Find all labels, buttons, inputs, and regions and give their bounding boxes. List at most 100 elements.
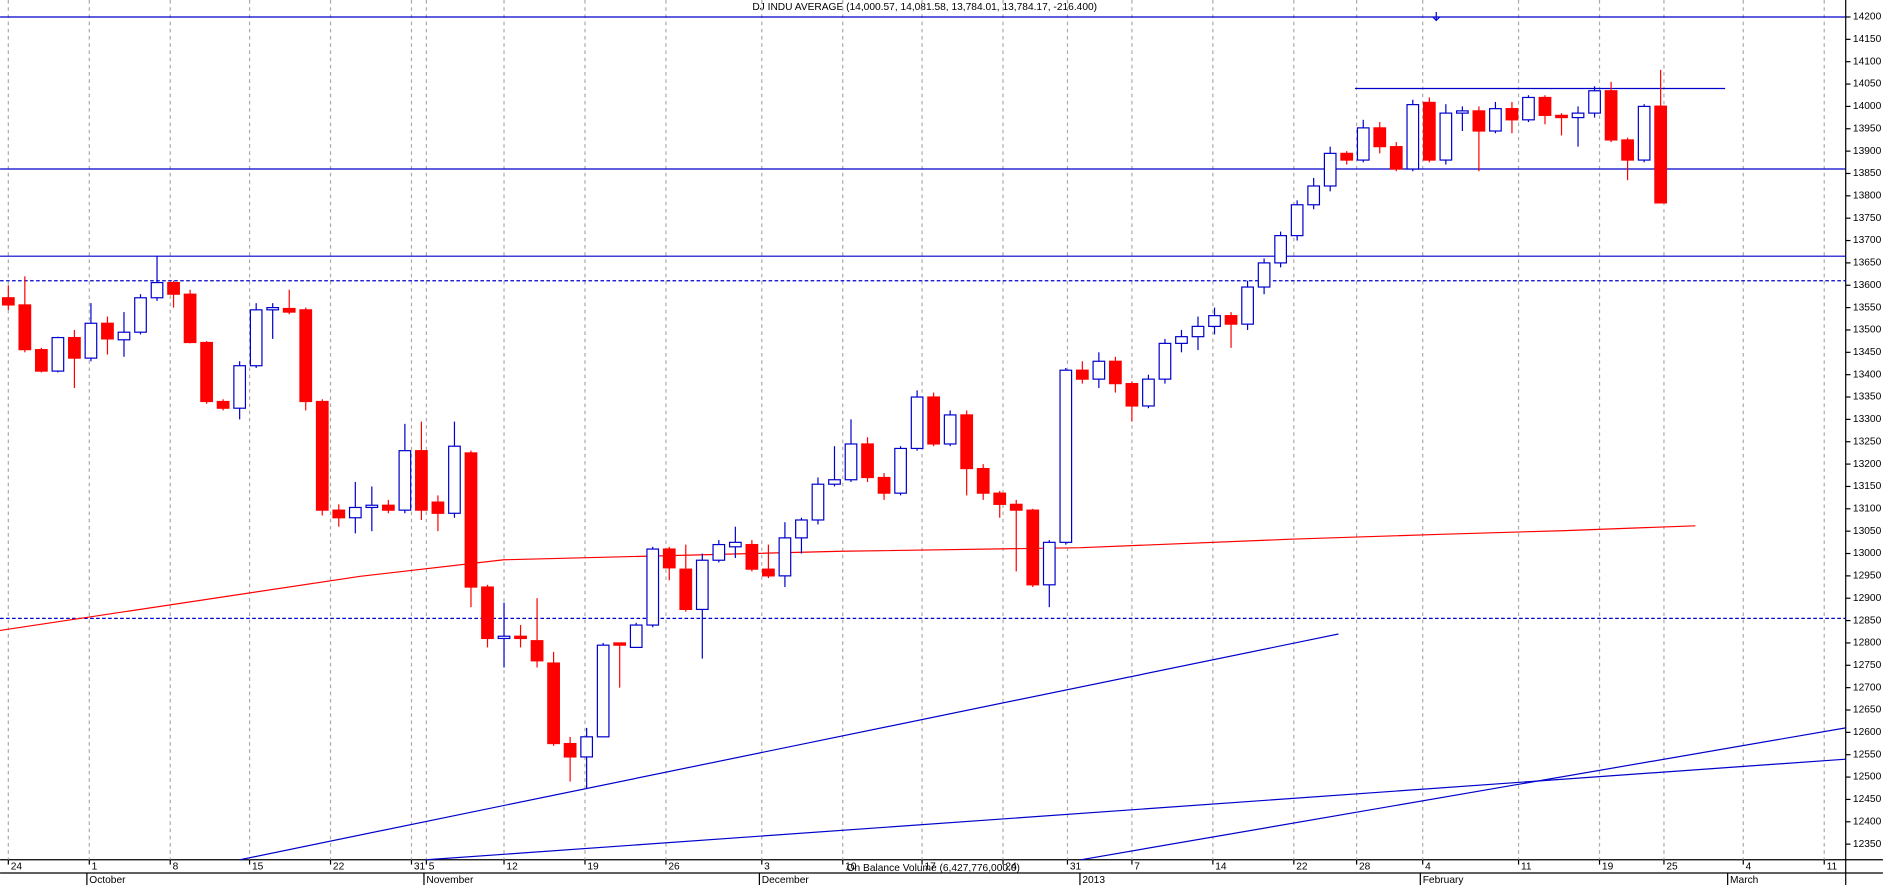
y-tick-label: 14050 xyxy=(1853,79,1882,90)
candle-body xyxy=(101,322,114,340)
candle-body xyxy=(514,635,527,640)
x-tick-label: 7 xyxy=(1134,862,1140,873)
y-tick-label: 13050 xyxy=(1853,526,1882,537)
x-tick-label: 25 xyxy=(1666,862,1678,873)
candle-body xyxy=(960,414,974,470)
y-tick-label: 12500 xyxy=(1853,772,1882,783)
y-tick-label: 12650 xyxy=(1853,705,1882,716)
y-tick-label: 14200 xyxy=(1853,12,1882,23)
x-tick-label: 14 xyxy=(1215,862,1227,873)
y-tick-label: 12550 xyxy=(1853,749,1882,760)
candle-body xyxy=(1604,90,1618,141)
candle-body xyxy=(778,537,792,577)
candle-body xyxy=(745,543,759,570)
candle-body xyxy=(18,304,32,351)
candle-body xyxy=(1042,541,1056,586)
candle-body xyxy=(365,504,379,509)
y-tick-label: 13800 xyxy=(1853,191,1882,202)
candle-body xyxy=(183,293,197,344)
candle-body xyxy=(1472,110,1486,132)
candle-body xyxy=(1026,509,1040,586)
candle-body xyxy=(415,450,428,511)
candle-body xyxy=(1142,378,1155,407)
y-tick-label: 13600 xyxy=(1853,280,1882,291)
candle-body xyxy=(927,396,941,445)
candle-body xyxy=(448,445,461,514)
candle-body xyxy=(1191,325,1205,338)
candle-body xyxy=(1307,185,1321,206)
candle-body xyxy=(762,568,775,577)
candle-body xyxy=(1373,127,1387,148)
candle-body xyxy=(150,281,164,299)
month-label: March xyxy=(1730,875,1758,885)
candle-body xyxy=(1009,503,1023,511)
candle-body xyxy=(216,400,230,409)
candle-body xyxy=(431,501,445,514)
month-label: October xyxy=(89,875,126,885)
y-tick-label: 12350 xyxy=(1853,839,1882,850)
candle-body xyxy=(580,736,594,758)
y-tick-label: 12600 xyxy=(1853,727,1882,738)
candle-body xyxy=(497,635,511,640)
candle-body xyxy=(943,414,957,445)
x-tick-label: 31 xyxy=(414,862,426,873)
candle-body xyxy=(51,336,65,372)
y-tick-label: 12800 xyxy=(1853,638,1882,649)
x-tick-label: 11 xyxy=(1827,862,1838,873)
candle-body xyxy=(1389,146,1403,170)
y-tick-label: 13400 xyxy=(1853,369,1882,380)
candle-body xyxy=(315,400,329,511)
candle-body xyxy=(1340,152,1354,161)
candle-body xyxy=(1075,369,1089,380)
candle-body xyxy=(795,519,808,539)
y-tick-label: 12400 xyxy=(1853,816,1882,827)
trend-line xyxy=(426,758,1846,861)
candle-body xyxy=(233,365,247,409)
candle-body xyxy=(282,307,296,313)
x-tick-label: 28 xyxy=(1359,862,1371,873)
candle-body xyxy=(596,644,610,738)
candle-body xyxy=(563,742,577,758)
y-tick-label: 12450 xyxy=(1853,794,1882,805)
candle-body xyxy=(167,281,180,295)
y-tick-label: 12900 xyxy=(1853,593,1882,604)
x-tick-label: 15 xyxy=(252,862,264,873)
candle-body xyxy=(1125,383,1139,407)
candle-body xyxy=(1208,315,1221,327)
candle-body xyxy=(1356,127,1370,161)
candle-body xyxy=(481,586,494,640)
month-label: February xyxy=(1423,875,1465,885)
y-tick-label: 13300 xyxy=(1853,414,1882,425)
candle-body xyxy=(679,568,693,611)
x-tick-label: 1 xyxy=(92,862,98,873)
candle-body xyxy=(646,548,660,626)
candle-body xyxy=(695,559,709,611)
y-tick-label: 13750 xyxy=(1853,213,1882,224)
y-tick-label: 12950 xyxy=(1853,571,1882,582)
candle-body xyxy=(844,443,858,481)
y-tick-label: 13900 xyxy=(1853,146,1882,157)
candle-body xyxy=(1538,96,1552,116)
candle-body xyxy=(117,331,131,341)
candle-body xyxy=(712,543,726,561)
y-tick-label: 13150 xyxy=(1853,481,1882,492)
y-tick-label: 13000 xyxy=(1853,548,1882,559)
candle-body xyxy=(1455,110,1469,114)
candle-body xyxy=(1588,90,1601,114)
candle-body xyxy=(249,309,263,367)
x-tick-label: 19 xyxy=(1602,862,1614,873)
x-tick-label: 19 xyxy=(587,862,599,873)
candle-body xyxy=(1290,204,1304,237)
candle-body xyxy=(1092,360,1106,380)
candle-body xyxy=(1439,112,1453,161)
candle-body xyxy=(993,492,1007,505)
indicator-label: On Balance Volume (6,427,776,000.0) xyxy=(847,863,1020,874)
x-tick-label: 4 xyxy=(1746,862,1752,873)
candle-body xyxy=(976,467,990,494)
candle-body xyxy=(1505,108,1519,121)
candle-body xyxy=(828,479,841,485)
candle-body xyxy=(464,452,478,588)
candle-body xyxy=(910,396,924,450)
x-tick-label: 31 xyxy=(1070,862,1082,873)
